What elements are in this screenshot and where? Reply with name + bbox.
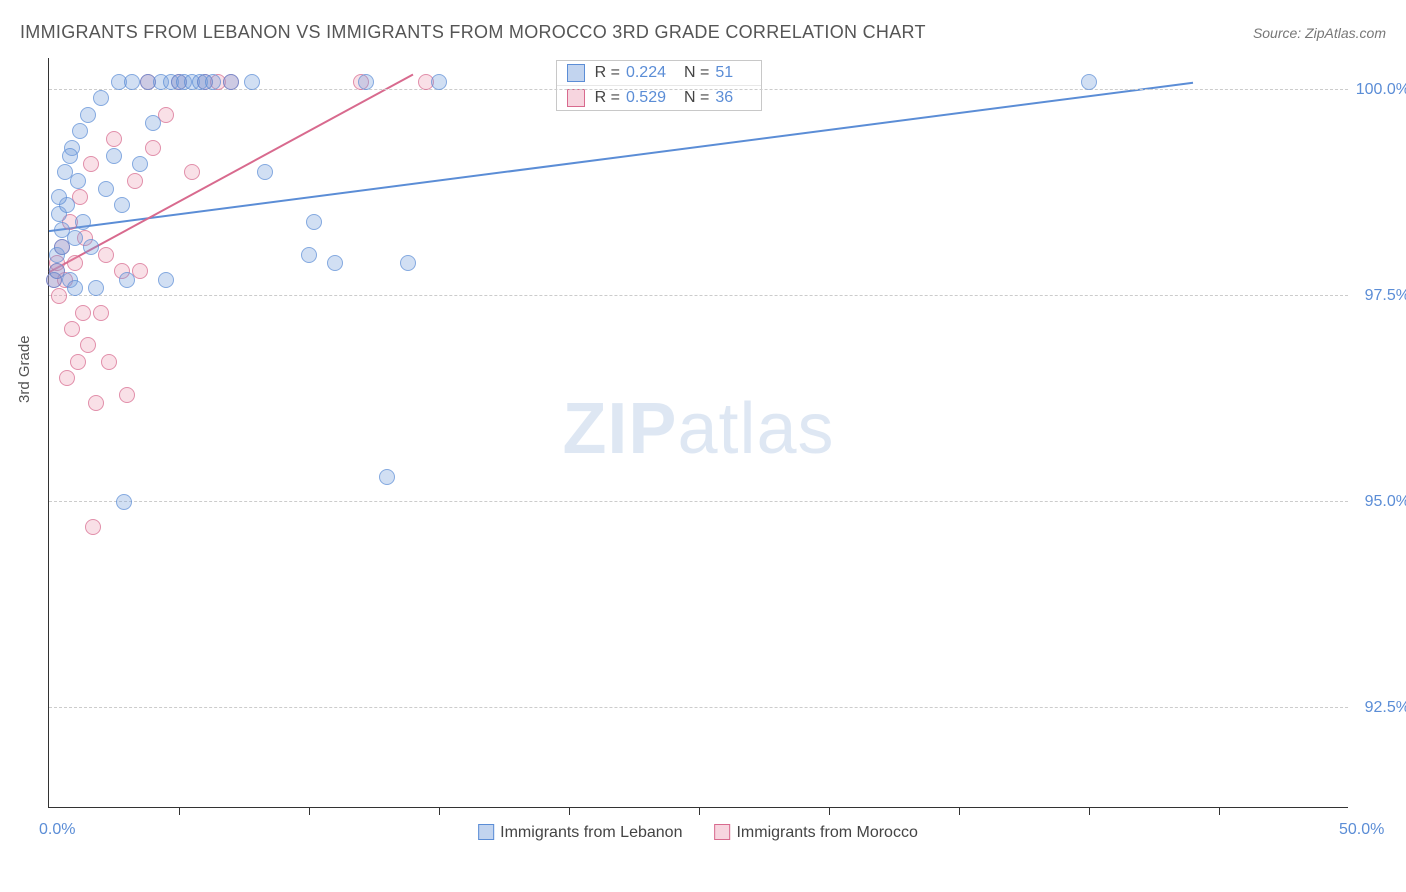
x-tick <box>1089 807 1090 815</box>
point-blue <box>75 214 91 230</box>
point-pink <box>98 247 114 263</box>
point-pink <box>119 387 135 403</box>
legend-item-pink: Immigrants from Morocco <box>714 824 917 842</box>
point-pink <box>75 305 91 321</box>
point-blue <box>67 280 83 296</box>
point-blue <box>67 230 83 246</box>
point-blue <box>80 107 96 123</box>
x-tick-label: 0.0% <box>39 821 75 839</box>
point-blue <box>327 255 343 271</box>
point-pink <box>51 288 67 304</box>
point-blue <box>132 156 148 172</box>
point-pink <box>67 255 83 271</box>
bottom-legend: Immigrants from Lebanon Immigrants from … <box>478 824 918 842</box>
stats-legend: R = 0.224 N = 51 R = 0.529 N = 36 <box>556 60 763 111</box>
plot-area: 3rd Grade ZIPatlas R = 0.224 N = 51 R = … <box>48 58 1348 808</box>
point-pink <box>85 519 101 535</box>
point-pink <box>59 370 75 386</box>
point-pink <box>93 305 109 321</box>
point-pink <box>127 173 143 189</box>
gridline <box>49 707 1348 708</box>
point-blue <box>88 280 104 296</box>
x-tick-label: 50.0% <box>1339 821 1384 839</box>
point-pink <box>145 140 161 156</box>
point-blue <box>223 74 239 90</box>
point-blue <box>244 74 260 90</box>
point-blue <box>400 255 416 271</box>
point-pink <box>88 395 104 411</box>
x-tick <box>309 807 310 815</box>
point-blue <box>70 173 86 189</box>
gridline <box>49 89 1348 90</box>
chart-header: IMMIGRANTS FROM LEBANON VS IMMIGRANTS FR… <box>20 22 1386 43</box>
swatch-pink-icon <box>714 824 730 840</box>
point-pink <box>70 354 86 370</box>
point-blue <box>62 148 78 164</box>
x-tick <box>179 807 180 815</box>
point-blue <box>358 74 374 90</box>
fit-lines <box>49 58 1349 808</box>
x-tick <box>959 807 960 815</box>
watermark: ZIPatlas <box>562 387 834 469</box>
point-pink <box>184 164 200 180</box>
x-tick <box>1219 807 1220 815</box>
point-blue <box>98 181 114 197</box>
point-blue <box>116 494 132 510</box>
point-pink <box>101 354 117 370</box>
point-pink <box>80 337 96 353</box>
point-blue <box>431 74 447 90</box>
point-blue <box>124 74 140 90</box>
point-blue <box>379 469 395 485</box>
x-tick <box>439 807 440 815</box>
swatch-blue-icon <box>567 64 585 82</box>
chart-source: Source: ZipAtlas.com <box>1253 25 1386 41</box>
stats-row-blue: R = 0.224 N = 51 <box>557 61 762 85</box>
swatch-blue-icon <box>478 824 494 840</box>
legend-item-blue: Immigrants from Lebanon <box>478 824 682 842</box>
point-blue <box>93 90 109 106</box>
swatch-pink-icon <box>567 89 585 107</box>
point-blue <box>301 247 317 263</box>
point-blue <box>114 197 130 213</box>
point-pink <box>83 156 99 172</box>
gridline <box>49 295 1348 296</box>
y-tick-label: 95.0% <box>1365 493 1406 511</box>
scatter-plot: ZIPatlas R = 0.224 N = 51 R = 0.529 N = … <box>48 58 1348 808</box>
point-blue <box>119 272 135 288</box>
x-tick <box>829 807 830 815</box>
point-pink <box>64 321 80 337</box>
point-blue <box>72 123 88 139</box>
point-blue <box>205 74 221 90</box>
y-axis-title: 3rd Grade <box>16 335 33 403</box>
y-tick-label: 100.0% <box>1356 81 1406 99</box>
point-blue <box>306 214 322 230</box>
point-blue <box>51 189 67 205</box>
x-tick <box>569 807 570 815</box>
point-blue <box>106 148 122 164</box>
x-tick <box>699 807 700 815</box>
gridline <box>49 501 1348 502</box>
y-tick-label: 97.5% <box>1365 287 1406 305</box>
point-blue <box>1081 74 1097 90</box>
point-blue <box>158 272 174 288</box>
chart-title: IMMIGRANTS FROM LEBANON VS IMMIGRANTS FR… <box>20 22 926 43</box>
y-tick-label: 92.5% <box>1365 699 1406 717</box>
point-blue <box>83 239 99 255</box>
point-pink <box>106 131 122 147</box>
point-blue <box>257 164 273 180</box>
point-blue <box>145 115 161 131</box>
